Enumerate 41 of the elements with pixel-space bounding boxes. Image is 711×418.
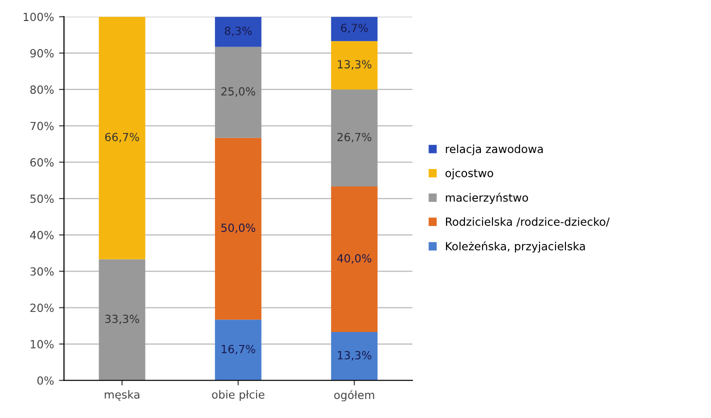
y-tick-label: 30%	[30, 267, 54, 276]
x-tick-label: ogółem	[334, 390, 374, 402]
data-label: 16,7%	[222, 344, 256, 354]
x-tick-label: męska	[104, 390, 140, 401]
data-label: 66,7%	[105, 132, 140, 142]
y-tick-label: 10%	[30, 340, 54, 348]
legend-label: macierzyństwo	[446, 192, 528, 204]
bar	[331, 89, 378, 187]
y-tick-label: 40%	[30, 230, 54, 240]
data-label: 25,0%	[221, 87, 256, 97]
legend-label: ojcostwo	[446, 168, 494, 180]
data-label: 40,0%	[337, 254, 372, 264]
y-tick-label: 90%	[30, 49, 54, 58]
y-tick-label: 70%	[30, 122, 54, 130]
data-label: 50,0%	[221, 224, 256, 234]
bar	[214, 46, 262, 138]
bar	[214, 138, 262, 320]
bar	[98, 259, 146, 380]
y-tick-label: 20%	[30, 304, 54, 312]
bar	[331, 186, 378, 332]
bar	[331, 332, 378, 380]
bar	[214, 320, 262, 380]
bar	[331, 16, 378, 42]
data-label: 33,3%	[105, 314, 140, 324]
legend-label: Koleżeńska, przyjacielska	[446, 241, 585, 253]
data-label: 8,3%	[224, 26, 252, 36]
legend-label: relacja zawodowa	[446, 144, 543, 156]
data-label: 13,3%	[338, 60, 372, 70]
bar	[331, 41, 378, 90]
bar	[214, 16, 262, 47]
data-label: 26,7%	[337, 132, 372, 142]
y-tick-label: 0%	[37, 376, 54, 385]
y-tick-label: 50%	[30, 194, 54, 203]
legend-label: Rodzicielska /rodzice-dziecko/	[446, 217, 610, 227]
y-tick-label: 100%	[24, 12, 54, 22]
bar	[98, 16, 146, 260]
y-tick-label: 60%	[30, 158, 54, 167]
data-label: 6,7%	[340, 24, 368, 34]
data-label: 13,3%	[338, 351, 372, 361]
y-tick-label: 80%	[30, 85, 54, 94]
x-tick-label: obie płcie	[212, 390, 264, 401]
